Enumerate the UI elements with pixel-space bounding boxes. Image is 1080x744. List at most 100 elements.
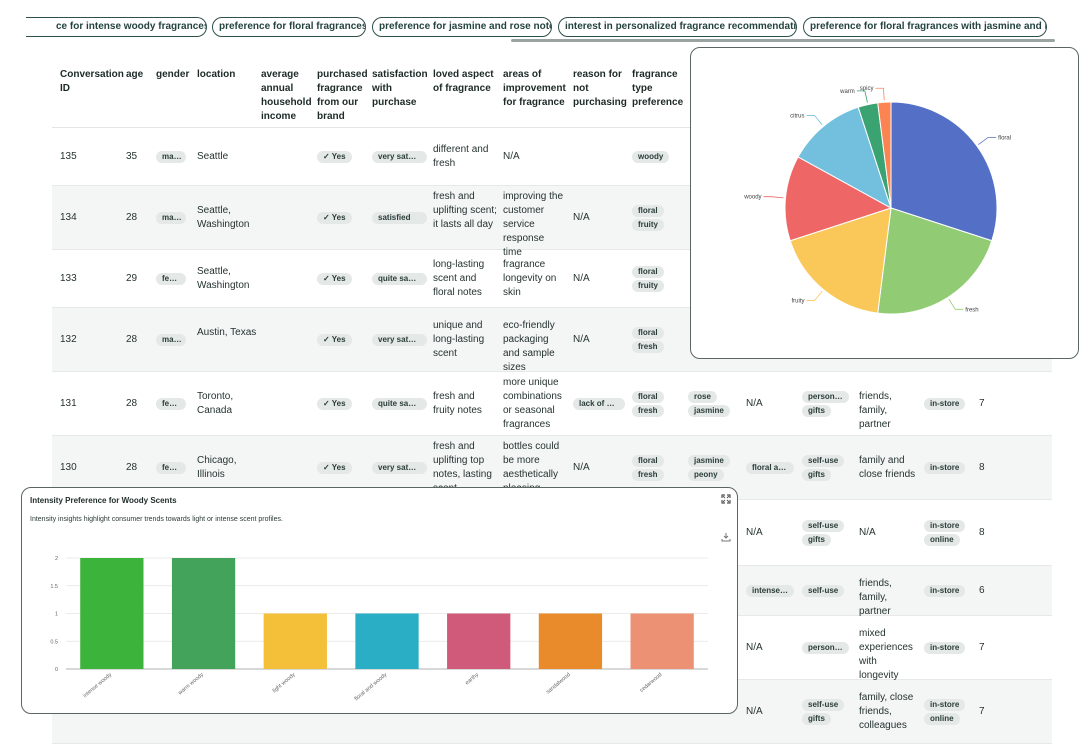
purchased-badge[interactable]: ✓ Yes bbox=[317, 398, 352, 410]
tag-reason[interactable]: lack of … bbox=[573, 398, 625, 410]
col-reason[interactable]: reason for not purchasing bbox=[573, 69, 627, 108]
tag-channel[interactable]: online bbox=[924, 713, 960, 725]
col-location[interactable]: location bbox=[197, 69, 236, 80]
tag-notes[interactable]: rose bbox=[688, 391, 717, 403]
col-satisfaction[interactable]: satisfaction with purchase bbox=[372, 69, 428, 108]
filter-chip-floral[interactable]: preference for floral fragrances (9) bbox=[212, 17, 366, 37]
filter-chip-personalized[interactable]: interest in personalized fragrance recom… bbox=[558, 17, 797, 37]
col-purchased[interactable]: purchased fragrance from our brand bbox=[317, 69, 368, 122]
table-row[interactable]: 131 28 fe… Toronto, Canada ✓ Yes quite sa… fre… bbox=[52, 372, 1052, 436]
cell-reason: N/A bbox=[573, 462, 590, 473]
tag-use[interactable]: gifts bbox=[802, 405, 831, 417]
filter-chip-intense-woody[interactable]: ce for intense woody fragrances (12) bbox=[26, 17, 207, 37]
tag-use[interactable]: self-use bbox=[802, 455, 845, 467]
pie-slice-fruity[interactable] bbox=[789, 207, 892, 314]
tag-use[interactable]: self-use bbox=[802, 520, 845, 532]
pie-slice-floral[interactable] bbox=[890, 101, 998, 242]
col-gender[interactable]: gender bbox=[156, 69, 190, 80]
tag-types[interactable]: floral bbox=[632, 455, 664, 467]
tag-types[interactable]: fresh bbox=[632, 405, 664, 417]
tag-channel[interactable]: in-store bbox=[924, 642, 966, 654]
filter-chip-floral-jasmine-rose[interactable]: preference for floral fragrances with ja… bbox=[803, 17, 1047, 37]
tag-types[interactable]: fruity bbox=[632, 219, 664, 231]
tag-channel[interactable]: in-store bbox=[924, 462, 966, 474]
tag-satisfaction[interactable]: very sat… bbox=[372, 334, 427, 346]
bar-light-woody[interactable] bbox=[263, 613, 327, 670]
cell-location: Seattle bbox=[197, 151, 229, 162]
purchased-badge[interactable]: ✓ Yes bbox=[317, 273, 352, 285]
tag-gender[interactable]: fe… bbox=[156, 273, 186, 285]
bar-intense-woody[interactable] bbox=[80, 558, 144, 669]
tag-use[interactable]: self-use bbox=[802, 699, 845, 711]
tag-use[interactable]: gifts bbox=[802, 469, 831, 481]
table-row[interactable]: 133 29 fe… Seattle, Washington ✓ Yes quite sa… bbox=[52, 250, 1052, 308]
bar-warm-woody[interactable] bbox=[171, 558, 236, 669]
download-icon[interactable] bbox=[721, 532, 731, 542]
tag-channel[interactable]: in-store bbox=[924, 398, 966, 410]
tag-channel[interactable]: in-store bbox=[924, 585, 966, 597]
x-tick-label: cedarwood bbox=[639, 672, 663, 694]
tag-types[interactable]: woody bbox=[632, 151, 670, 163]
tag-satisfaction[interactable]: very sat… bbox=[372, 151, 427, 163]
pie-slice-fresh[interactable] bbox=[877, 207, 993, 315]
tag-use[interactable]: person… bbox=[802, 642, 849, 654]
tag-types[interactable]: fresh bbox=[632, 341, 664, 353]
col-income[interactable]: average annual household income bbox=[261, 69, 312, 122]
tag-types[interactable]: fresh bbox=[632, 469, 664, 481]
col-improvement[interactable]: areas of improvement for fragrance bbox=[503, 69, 566, 108]
pie-label-warm: warm bbox=[839, 89, 855, 95]
bar-earthy[interactable] bbox=[447, 613, 511, 670]
tag-gender[interactable]: ma… bbox=[156, 212, 186, 224]
filter-chip-jasmine-rose[interactable]: preference for jasmine and rose notes (8… bbox=[372, 17, 552, 37]
tag-channel[interactable]: online bbox=[924, 534, 960, 546]
pie-slice-woody[interactable] bbox=[784, 156, 893, 242]
tag-extra[interactable]: floral a… bbox=[746, 462, 794, 474]
purchased-badge[interactable]: ✓ Yes bbox=[317, 462, 352, 474]
tag-satisfaction[interactable]: quite sa… bbox=[372, 398, 427, 410]
cell-id: 131 bbox=[60, 398, 77, 409]
tag-notes[interactable]: peony bbox=[688, 469, 724, 481]
tag-gender[interactable]: fe… bbox=[156, 398, 186, 410]
pie-slice-spicy[interactable] bbox=[877, 101, 892, 209]
cell-shared: friends, family, partner bbox=[859, 391, 892, 430]
tag-notes[interactable]: jasmine bbox=[688, 405, 730, 417]
cell-improve: improving the customer service response … bbox=[503, 191, 564, 258]
purchased-badge[interactable]: ✓ Yes bbox=[317, 212, 352, 224]
bar-cedarwood[interactable] bbox=[630, 613, 694, 670]
tag-channel[interactable]: in-store bbox=[924, 520, 966, 532]
pie-slice-citrus[interactable] bbox=[797, 106, 892, 210]
tag-satisfaction[interactable]: very sat… bbox=[372, 462, 427, 474]
tag-extra[interactable]: intense… bbox=[746, 585, 794, 597]
tag-channel[interactable]: in-store bbox=[924, 699, 966, 711]
filter-chip-bar: ce for intense woody fragrances (12) pre… bbox=[0, 17, 1080, 39]
tag-types[interactable]: floral bbox=[632, 391, 664, 403]
pie-label-citrus: citrus bbox=[790, 114, 804, 120]
col-loved-aspect[interactable]: loved aspect of fragrance bbox=[433, 69, 494, 94]
tag-use[interactable]: gifts bbox=[802, 534, 831, 546]
tag-notes[interactable]: jasmine bbox=[688, 455, 730, 467]
bar-sandalwood[interactable] bbox=[538, 613, 603, 670]
col-fragrance-type[interactable]: fragrance type preference bbox=[632, 69, 684, 108]
cell-shared: family, close friends, colleagues bbox=[859, 692, 914, 731]
col-conversation-id[interactable]: Conversation ID bbox=[60, 69, 124, 94]
expand-icon[interactable] bbox=[721, 494, 731, 504]
tag-types[interactable]: floral bbox=[632, 205, 664, 217]
purchased-badge[interactable]: ✓ Yes bbox=[317, 334, 352, 346]
tag-use[interactable]: gifts bbox=[802, 713, 831, 725]
bar-floral-and-woody[interactable] bbox=[355, 613, 419, 670]
tag-satisfaction[interactable]: quite sa… bbox=[372, 273, 427, 285]
cell-id: 130 bbox=[60, 462, 77, 473]
tag-types[interactable]: floral bbox=[632, 266, 664, 278]
horizontal-scrollbar[interactable] bbox=[511, 39, 1055, 42]
tag-gender[interactable]: ma… bbox=[156, 334, 186, 346]
table-row[interactable]: 135 35 ma… Seattle ✓ Yes very sat… different a… bbox=[52, 128, 1052, 186]
tag-types[interactable]: floral bbox=[632, 327, 664, 339]
tag-types[interactable]: fruity bbox=[632, 280, 664, 292]
tag-satisfaction[interactable]: satisfied bbox=[372, 212, 427, 224]
tag-gender[interactable]: ma… bbox=[156, 151, 186, 163]
tag-use[interactable]: person… bbox=[802, 391, 849, 403]
purchased-badge[interactable]: ✓ Yes bbox=[317, 151, 352, 163]
col-age[interactable]: age bbox=[126, 69, 144, 80]
tag-use[interactable]: self-use bbox=[802, 585, 845, 597]
tag-gender[interactable]: fe… bbox=[156, 462, 186, 474]
